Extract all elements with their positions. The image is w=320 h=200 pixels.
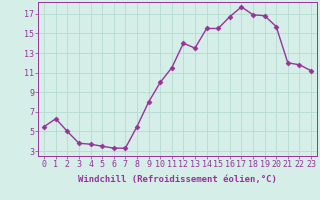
X-axis label: Windchill (Refroidissement éolien,°C): Windchill (Refroidissement éolien,°C) — [78, 175, 277, 184]
